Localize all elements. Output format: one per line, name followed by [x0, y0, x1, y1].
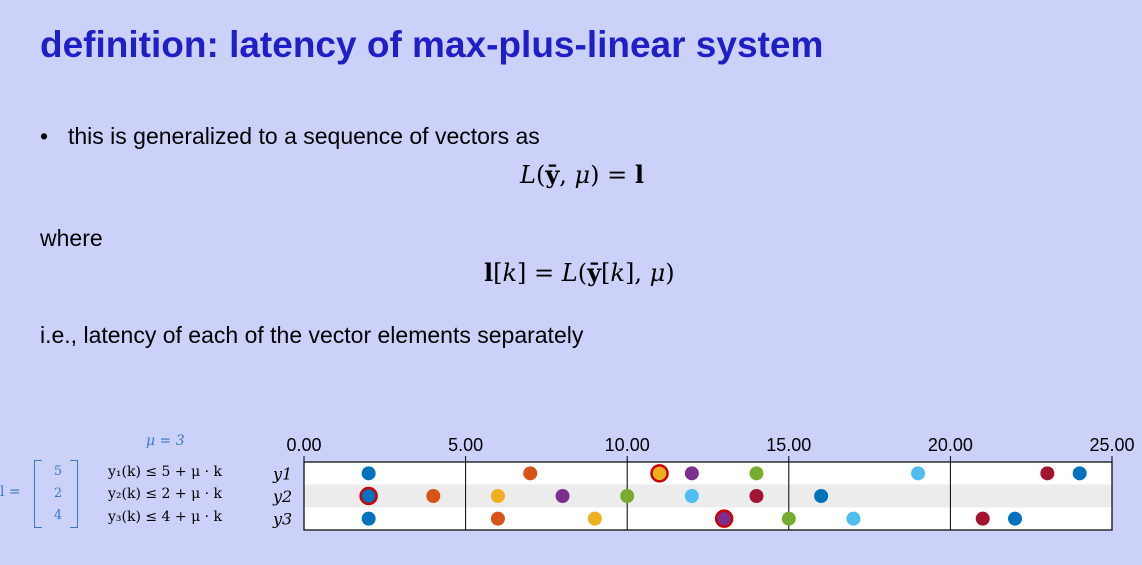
data-point	[361, 511, 376, 526]
row-band	[304, 507, 1112, 530]
data-point	[1008, 511, 1023, 526]
bullet-dot: •	[40, 123, 49, 149]
data-point	[426, 489, 441, 503]
data-point	[749, 466, 764, 481]
left-bracket	[34, 460, 42, 528]
data-point	[846, 511, 861, 526]
data-point	[911, 466, 926, 481]
x-tick-label: 25.00	[1089, 435, 1134, 455]
latency-vector-lhs: l =	[0, 484, 21, 500]
inequality-y2: y₂(k) ≤ 2 + μ · k	[108, 486, 223, 502]
data-point	[1072, 466, 1087, 481]
x-tick-label: 20.00	[928, 435, 973, 455]
data-point	[555, 489, 570, 503]
row-label: y2	[272, 487, 292, 506]
data-point	[684, 489, 699, 503]
bullet-text: this is generalized to a sequence of vec…	[68, 123, 540, 149]
where-text: where	[40, 225, 103, 251]
latency-vector-value: 5	[53, 464, 63, 479]
data-point	[587, 511, 602, 526]
x-tick-label: 0.00	[286, 435, 321, 455]
plot-frame	[303, 461, 1113, 531]
data-point	[490, 489, 505, 503]
data-point	[490, 511, 505, 526]
row-label: y1	[272, 464, 292, 483]
right-bracket	[70, 460, 78, 528]
data-point	[650, 464, 669, 483]
data-point	[749, 489, 764, 503]
row-band	[304, 484, 1112, 508]
x-tick-label: 10.00	[605, 435, 650, 455]
latency-vector-value: 4	[53, 508, 63, 523]
data-point	[620, 489, 635, 503]
latency-vector: l = 5 2 4	[0, 460, 90, 528]
data-point	[1040, 466, 1055, 481]
equation-latency-sequence: L(ȳ, μ) = l	[520, 160, 644, 189]
row-band	[304, 462, 1112, 485]
explanation-text: i.e., latency of each of the vector elem…	[40, 322, 584, 348]
data-point	[714, 509, 734, 528]
equation-latency-element: l[k] = L(ȳ[k], μ)	[484, 258, 675, 287]
data-point	[975, 511, 990, 526]
mu-label: μ = 3	[146, 433, 185, 449]
row-label: y3	[272, 510, 292, 529]
slide-title: definition: latency of max-plus-linear s…	[40, 24, 824, 65]
data-point	[781, 511, 796, 526]
data-point	[361, 466, 376, 481]
data-point	[523, 466, 538, 481]
inequality-y1: y₁(k) ≤ 5 + μ · k	[108, 464, 223, 480]
x-tick-label: 5.00	[448, 435, 483, 455]
latency-vector-value: 2	[53, 486, 63, 501]
x-tick-label: 15.00	[766, 435, 811, 455]
data-point	[814, 489, 829, 503]
bullet-point: • this is generalized to a sequence of ve…	[40, 123, 540, 150]
inequality-y3: y₃(k) ≤ 4 + μ · k	[108, 509, 223, 525]
data-point	[684, 466, 699, 481]
data-point	[359, 486, 378, 506]
